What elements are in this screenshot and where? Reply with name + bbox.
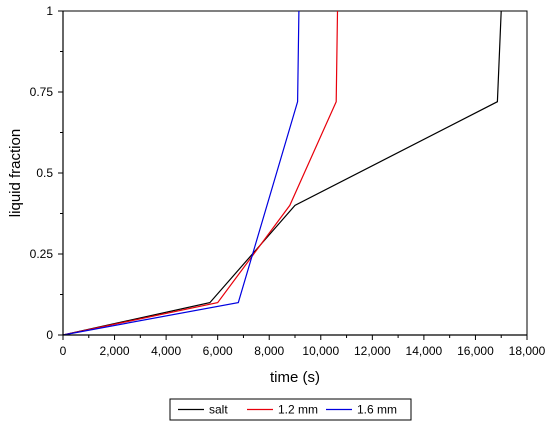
series-line-2 [62,10,300,336]
legend-label: 1.6 mm [357,403,397,417]
x-tick-label: 8,000 [254,344,284,358]
x-tick-label: 6,000 [203,344,233,358]
legend-label: 1.2 mm [278,403,318,417]
x-tick-label: 4,000 [151,344,181,358]
tick-marks [58,10,528,340]
x-tick-label: 0 [60,344,67,358]
x-tick-label: 2,000 [100,344,130,358]
x-tick-label: 12,000 [354,344,391,358]
x-axis-title: time (s) [270,369,320,386]
y-tick-label: 0.25 [30,247,54,261]
y-tick-label: 0 [46,328,53,342]
series-line-0 [62,10,502,336]
x-tick-label: 10,000 [302,344,339,358]
tick-labels: 0 2,000 4,000 6,000 8,000 10,000 12,000 14,000 1… [30,4,546,358]
y-tick-label: 1 [46,4,53,18]
x-tick-label: 14,000 [406,344,443,358]
legend-box [169,398,412,421]
plot-area [62,10,528,336]
y-axis-title: liquid fraction [7,129,24,217]
x-tick-label: 18,000 [509,344,546,358]
legend: salt 1.2 mm 1.6 mm [169,398,412,421]
legend-label: salt [209,403,228,417]
y-tick-label: 0.5 [36,166,53,180]
series-line-1 [62,10,339,336]
y-tick-label: 0.75 [30,85,54,99]
plot-frame [62,10,528,336]
series-lines [62,10,502,336]
x-tick-label: 16,000 [457,344,494,358]
